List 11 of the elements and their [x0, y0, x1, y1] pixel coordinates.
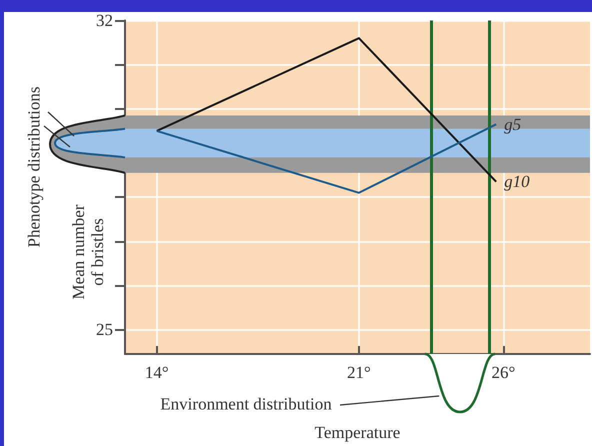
x-tick-label: 26° — [491, 363, 516, 382]
x-tick-label: 14° — [144, 363, 169, 382]
series-label: g10 — [504, 172, 530, 192]
x-axis-title: Temperature — [314, 423, 400, 442]
text: Environment distribution — [160, 394, 332, 414]
text: Phenotype distributions — [24, 86, 44, 248]
y-tick-label: 32 — [96, 11, 113, 30]
y-axis-title: Mean number of bristles — [69, 204, 107, 300]
x-tick-label: 21° — [347, 363, 371, 382]
y-tick-label: 25 — [96, 320, 113, 340]
series-label: g5 — [504, 114, 522, 134]
